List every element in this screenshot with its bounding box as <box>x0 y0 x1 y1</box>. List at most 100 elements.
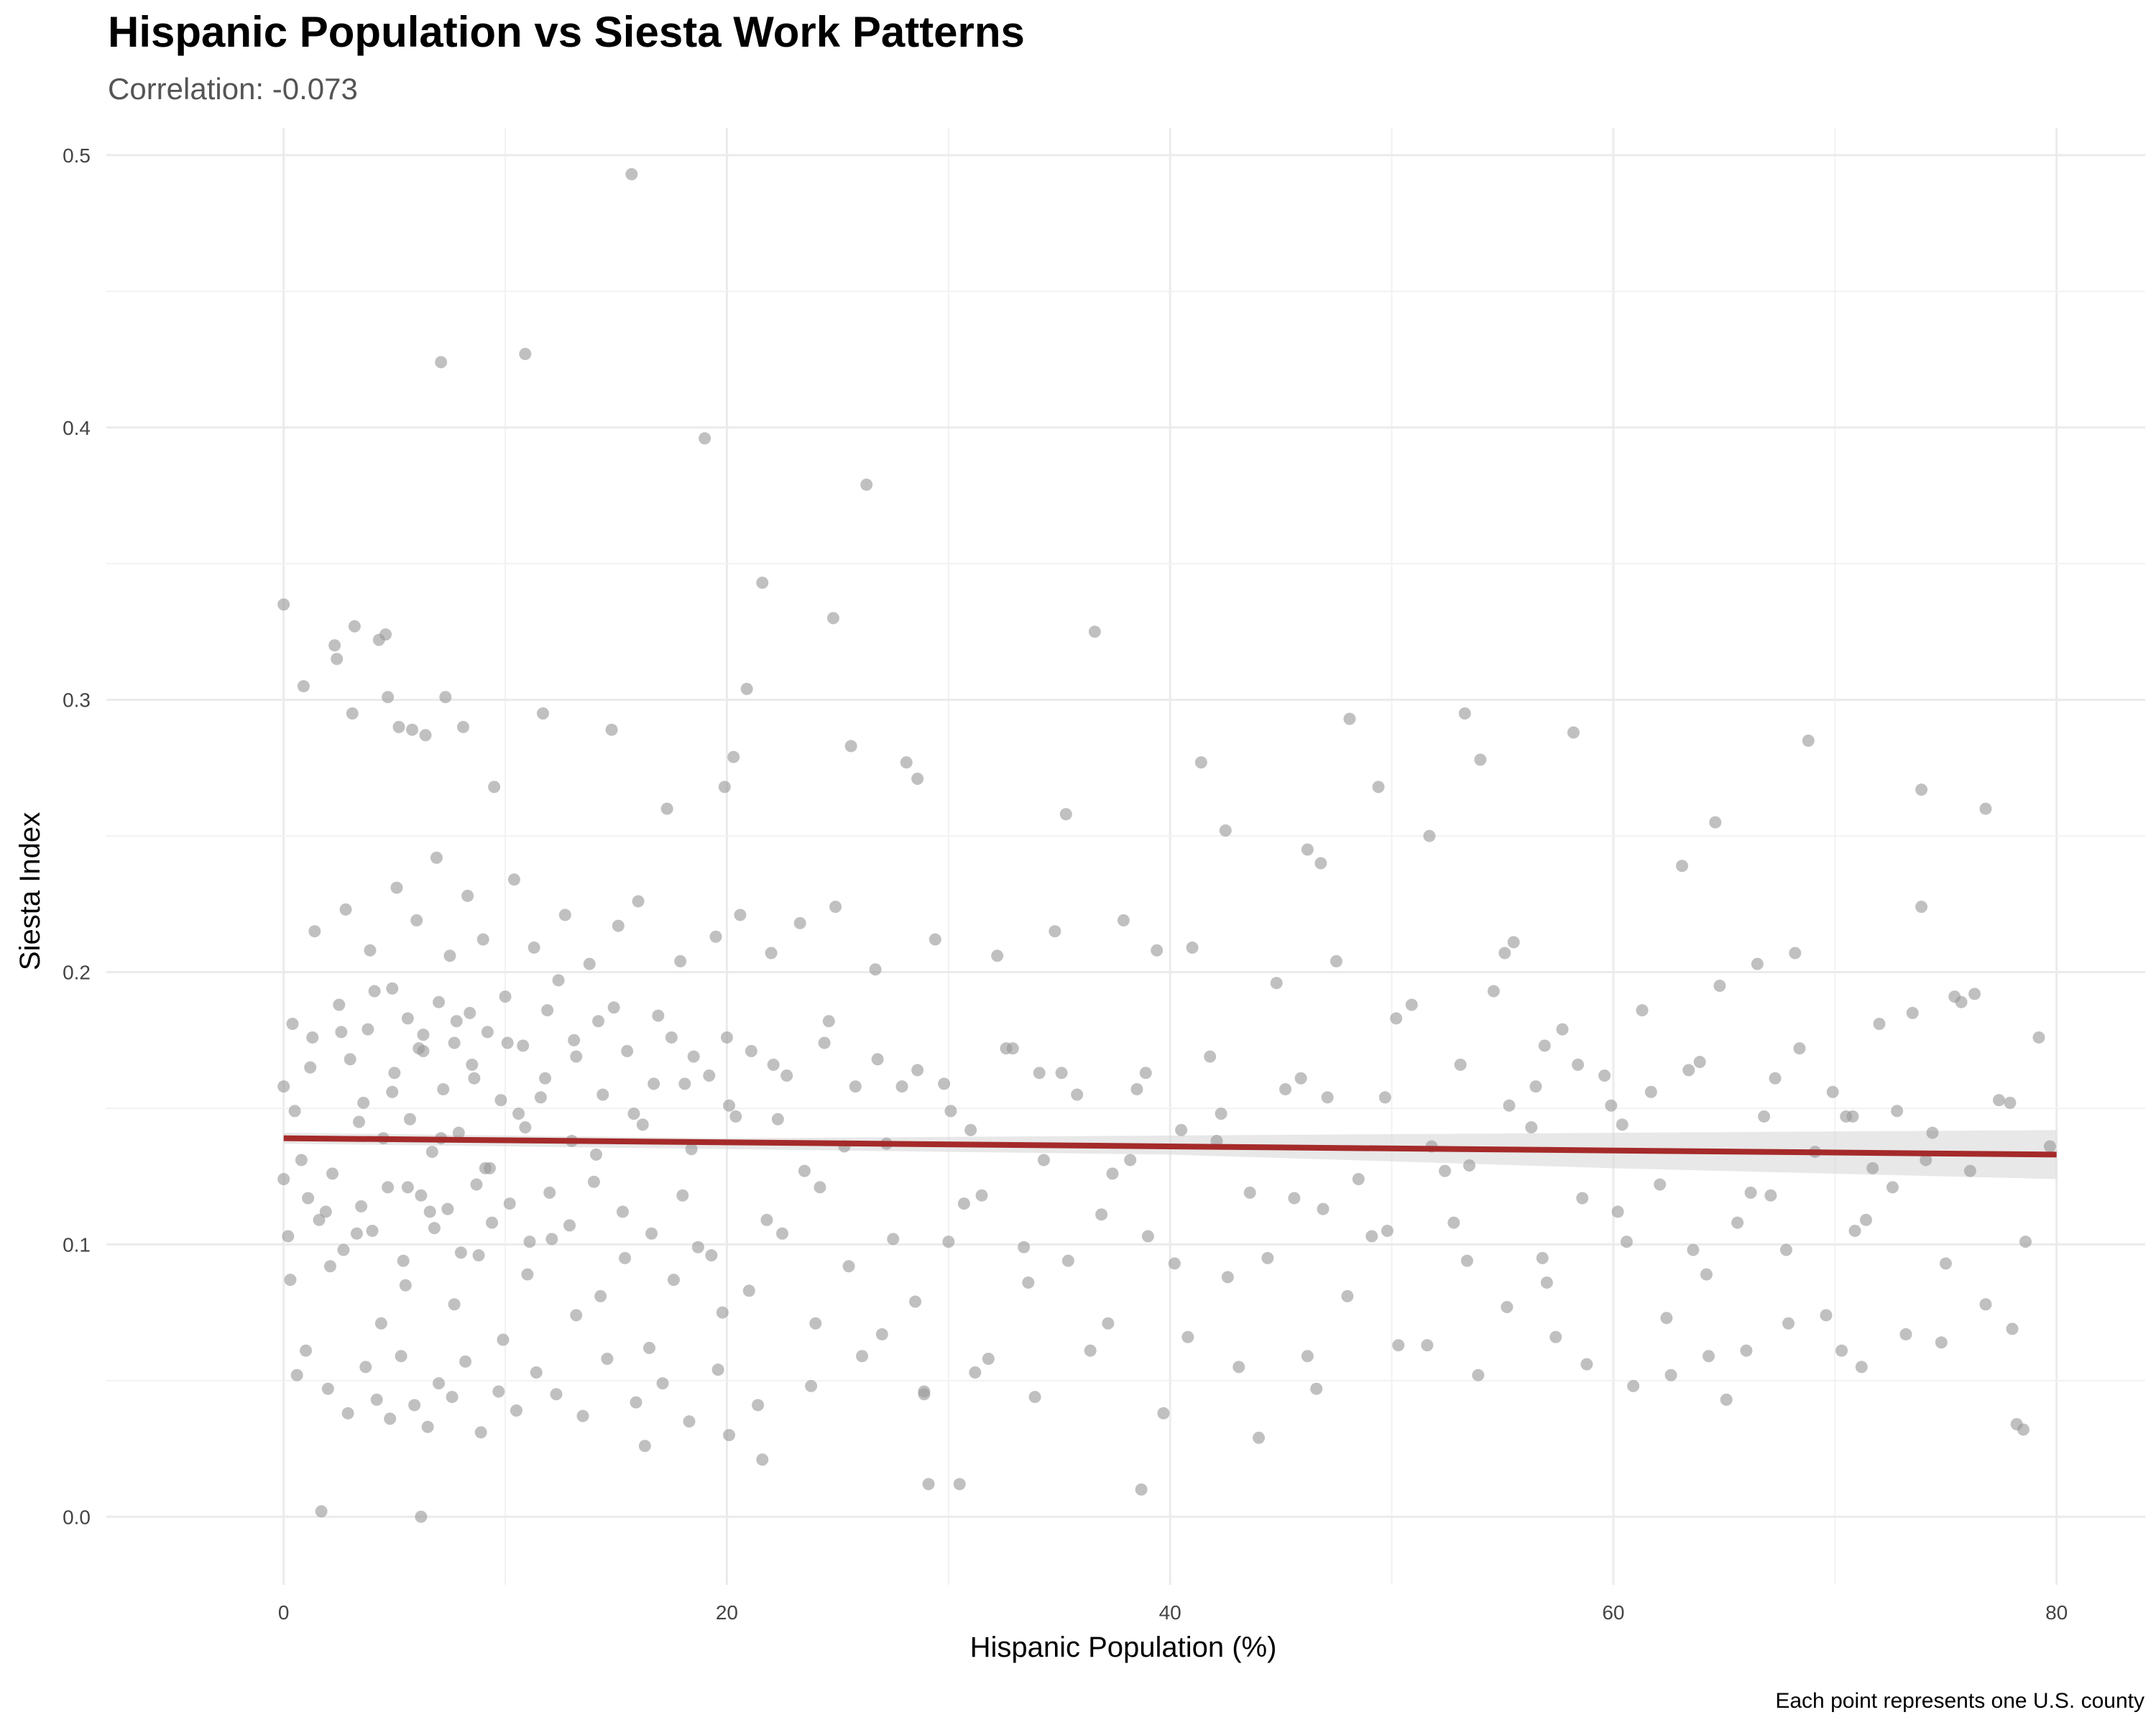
data-point <box>1365 1230 1378 1243</box>
data-point <box>929 933 941 946</box>
data-point <box>1059 808 1072 821</box>
data-point <box>466 1058 479 1071</box>
data-point <box>752 1399 765 1412</box>
data-point <box>1598 1069 1611 1082</box>
data-point <box>517 1039 530 1052</box>
data-point <box>339 903 352 916</box>
data-point <box>507 873 520 886</box>
data-point <box>486 1216 499 1229</box>
data-point <box>685 1143 698 1156</box>
data-point <box>718 781 731 794</box>
data-point <box>1261 1251 1274 1264</box>
data-point <box>519 347 532 360</box>
data-point <box>699 432 711 445</box>
data-point <box>481 1026 494 1039</box>
data-point <box>366 1224 379 1237</box>
data-point <box>1915 783 1928 796</box>
data-point <box>1498 947 1511 960</box>
data-point <box>337 1243 350 1256</box>
data-point <box>1124 1154 1137 1167</box>
data-point <box>594 1289 607 1302</box>
chart-subtitle: Correlation: -0.073 <box>108 72 358 106</box>
data-point <box>991 949 1004 962</box>
data-point <box>1462 1159 1475 1172</box>
data-point <box>592 1015 605 1028</box>
data-point <box>1233 1361 1245 1374</box>
data-point <box>683 1415 696 1428</box>
data-point <box>667 1274 680 1287</box>
data-point <box>1321 1091 1334 1104</box>
data-point <box>1474 753 1487 766</box>
data-point <box>1215 1108 1227 1121</box>
data-point <box>1886 1181 1899 1194</box>
data-point <box>809 1317 822 1330</box>
y-tick-label: 0.3 <box>63 689 91 712</box>
data-point <box>957 1197 970 1210</box>
data-point <box>1636 1004 1649 1017</box>
data-point <box>1381 1224 1393 1237</box>
x-tick-label: 0 <box>278 1601 290 1624</box>
data-point <box>1687 1243 1700 1256</box>
data-point <box>1141 1230 1154 1243</box>
data-point <box>277 1080 290 1093</box>
data-point <box>1751 957 1764 970</box>
scatter-plot: 0 20 40 60 80 0.0 0.1 0.2 0.3 0.4 0.5 Hispanic Pop… <box>14 128 2145 1663</box>
data-point <box>922 1478 935 1491</box>
data-point <box>727 750 740 763</box>
data-point <box>1779 1243 1792 1256</box>
data-point <box>390 881 403 894</box>
data-point <box>587 1175 600 1188</box>
y-tick-label: 0.2 <box>63 962 91 984</box>
data-point <box>1580 1358 1593 1371</box>
data-point <box>665 1031 678 1044</box>
data-point <box>1576 1192 1589 1205</box>
data-point <box>630 1396 642 1409</box>
data-point <box>406 723 419 736</box>
data-point <box>1915 901 1928 914</box>
data-point <box>448 1298 461 1311</box>
data-point <box>456 721 469 734</box>
data-point <box>1460 1254 1473 1267</box>
data-point <box>844 740 857 753</box>
data-point <box>300 1344 313 1357</box>
data-point <box>729 1110 742 1123</box>
data-point <box>1556 1023 1569 1036</box>
data-point <box>1682 1064 1695 1077</box>
data-point <box>1168 1257 1181 1270</box>
data-point <box>308 925 321 938</box>
data-point <box>2004 1096 2017 1109</box>
data-point <box>1713 979 1726 992</box>
data-point <box>2006 1322 2019 1335</box>
data-point <box>1175 1123 1188 1136</box>
data-point <box>1866 1162 1879 1174</box>
data-point <box>767 1058 780 1071</box>
data-point <box>1538 1039 1551 1052</box>
data-point <box>543 1186 556 1199</box>
data-point <box>1253 1431 1266 1444</box>
tick-labels: 0 20 40 60 80 0.0 0.1 0.2 0.3 0.4 0.5 <box>63 144 2068 1624</box>
data-point <box>656 1377 669 1390</box>
data-point <box>2010 1417 2023 1430</box>
data-point <box>1049 925 1061 938</box>
data-point <box>568 1034 581 1046</box>
data-point <box>1955 995 1968 1008</box>
data-point <box>780 1069 793 1082</box>
data-point <box>1826 1085 1839 1098</box>
data-point <box>638 1440 651 1453</box>
data-point <box>1288 1192 1301 1205</box>
data-point <box>576 1409 589 1422</box>
data-point <box>1802 734 1815 747</box>
data-point <box>1709 816 1722 829</box>
data-point <box>1279 1082 1292 1095</box>
data-point <box>1758 1110 1771 1123</box>
data-point <box>1789 947 1802 960</box>
data-point <box>869 963 882 976</box>
data-point <box>607 1001 620 1014</box>
data-point <box>756 576 769 589</box>
data-point <box>290 1368 303 1381</box>
data-point <box>521 1268 534 1281</box>
data-point <box>1899 1328 1912 1340</box>
data-point <box>860 478 873 491</box>
data-point <box>1740 1344 1753 1357</box>
data-point <box>539 1072 552 1085</box>
